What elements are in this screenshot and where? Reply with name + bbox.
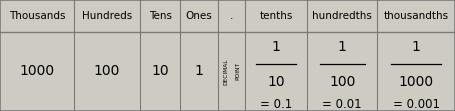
Text: Thousands: Thousands <box>9 11 65 21</box>
Text: 1: 1 <box>412 40 420 54</box>
Text: hundredths: hundredths <box>312 11 372 21</box>
Text: 1000: 1000 <box>20 64 55 78</box>
Text: 1000: 1000 <box>399 75 434 89</box>
Text: tenths: tenths <box>259 11 293 21</box>
Text: POINT: POINT <box>235 62 240 80</box>
Text: 1: 1 <box>338 40 347 54</box>
Text: 100: 100 <box>329 75 355 89</box>
Text: DECIMAL: DECIMAL <box>223 58 228 85</box>
Text: = 0.01: = 0.01 <box>323 98 362 111</box>
Text: 10: 10 <box>152 64 169 78</box>
Text: .: . <box>230 11 233 21</box>
Text: 1: 1 <box>195 64 203 78</box>
Text: Ones: Ones <box>186 11 212 21</box>
Text: 100: 100 <box>94 64 120 78</box>
Text: = 0.001: = 0.001 <box>393 98 440 111</box>
Text: = 0.1: = 0.1 <box>260 98 292 111</box>
Text: 10: 10 <box>267 75 285 89</box>
Text: thousandths: thousandths <box>384 11 449 21</box>
Text: 1: 1 <box>272 40 281 54</box>
Text: Hundreds: Hundreds <box>82 11 132 21</box>
Text: Tens: Tens <box>149 11 172 21</box>
